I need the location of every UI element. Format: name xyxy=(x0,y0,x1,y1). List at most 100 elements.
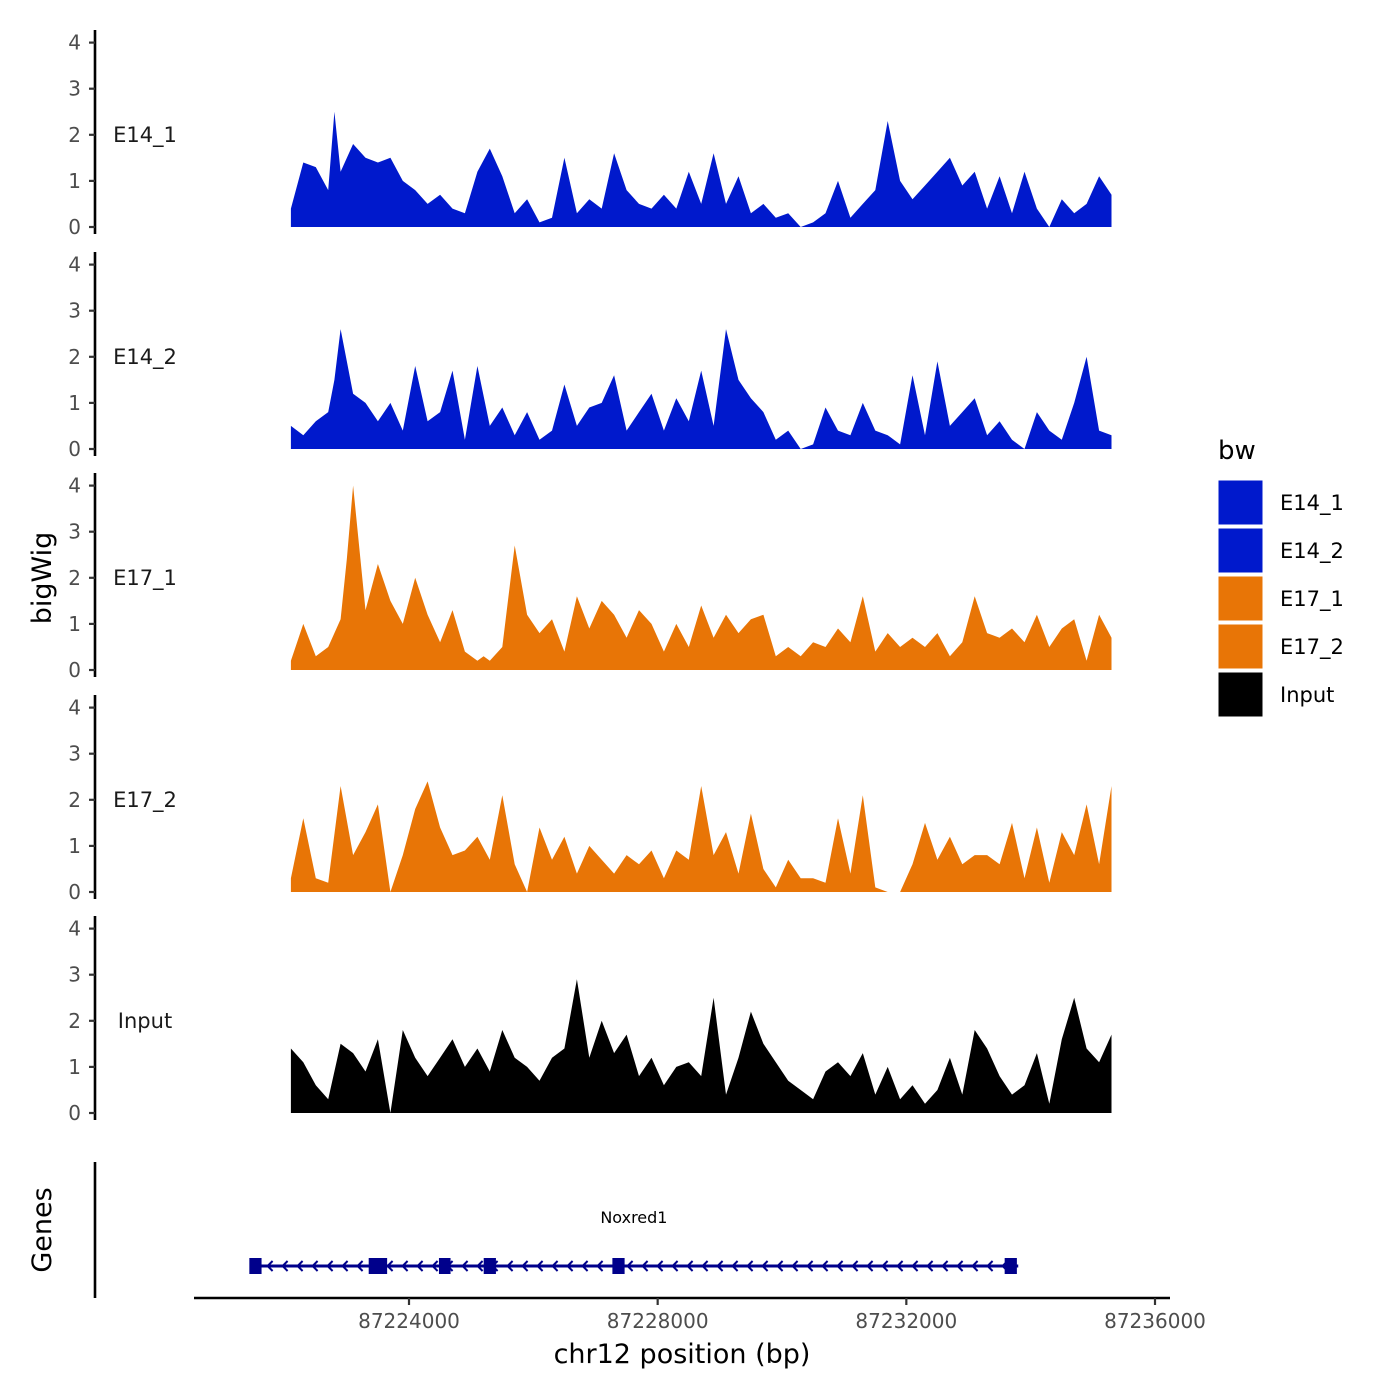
coverage-area-E14_2 xyxy=(290,329,1112,449)
y-tick-label: 1 xyxy=(68,834,81,858)
exon xyxy=(368,1258,388,1274)
strand-arrow xyxy=(596,1260,604,1272)
x-tick-label: 87232000 xyxy=(855,1309,957,1333)
x-tick-label: 87224000 xyxy=(358,1309,460,1333)
legend-label: Input xyxy=(1280,683,1334,707)
y-tick-label: 1 xyxy=(68,612,81,636)
y-tick-label: 3 xyxy=(68,742,81,766)
legend-label: E14_1 xyxy=(1280,491,1344,516)
strand-arrow xyxy=(896,1260,904,1272)
strand-arrow xyxy=(956,1260,964,1272)
strand-arrow xyxy=(416,1260,424,1272)
strand-arrow xyxy=(671,1260,679,1272)
track-E17_2: 0 1 2 3 4 E17_2 xyxy=(68,695,1112,904)
strand-arrow xyxy=(521,1260,529,1272)
exon xyxy=(249,1258,262,1274)
strand-arrow xyxy=(866,1260,874,1272)
strand-arrow xyxy=(731,1260,739,1272)
legend-label: E17_2 xyxy=(1280,635,1344,660)
gene-track-title: Genes xyxy=(27,1187,58,1272)
exon xyxy=(1004,1258,1017,1274)
legend-label: E14_2 xyxy=(1280,539,1344,564)
x-tick-label: 87228000 xyxy=(607,1309,709,1333)
strand-arrow xyxy=(776,1260,784,1272)
y-tick-label: 1 xyxy=(68,391,81,415)
strand-arrow xyxy=(746,1260,754,1272)
strand-arrow xyxy=(281,1260,289,1272)
strand-arrow xyxy=(266,1260,274,1272)
y-tick-label: 4 xyxy=(68,31,81,55)
y-tick-label: 1 xyxy=(68,169,81,193)
track-label: E14_2 xyxy=(113,345,177,370)
legend-swatch-E17_1 xyxy=(1217,575,1264,622)
strand-arrow xyxy=(566,1260,574,1272)
track-label: E17_1 xyxy=(113,566,177,591)
strand-arrow xyxy=(386,1260,394,1272)
strand-arrow xyxy=(641,1260,649,1272)
strand-arrow xyxy=(971,1260,979,1272)
strand-arrow xyxy=(701,1260,709,1272)
y-tick-label: 4 xyxy=(68,917,81,941)
x-axis-title: chr12 position (bp) xyxy=(554,1339,811,1370)
y-tick-label: 0 xyxy=(68,880,81,904)
exon xyxy=(612,1258,625,1274)
y-tick-label: 3 xyxy=(68,520,81,544)
legend-swatch-E17_2 xyxy=(1217,623,1264,670)
y-tick-label: 2 xyxy=(68,788,81,812)
x-axis: 87224000 87228000 87232000 87236000 xyxy=(194,1296,1206,1333)
y-tick-label: 2 xyxy=(68,566,81,590)
y-tick-label: 2 xyxy=(68,1009,81,1033)
track-E14_1: 0 1 2 3 4 E14_1 xyxy=(68,30,1112,239)
legend-swatch-E14_2 xyxy=(1217,527,1264,574)
track-label: E17_2 xyxy=(113,788,177,813)
y-tick-label: 0 xyxy=(68,215,81,239)
strand-arrow xyxy=(836,1260,844,1272)
y-tick-label: 3 xyxy=(68,299,81,323)
strand-arrow xyxy=(716,1260,724,1272)
track-label: Input xyxy=(118,1009,172,1033)
strand-arrow xyxy=(806,1260,814,1272)
legend-swatch-E14_1 xyxy=(1217,479,1264,526)
strand-arrow xyxy=(626,1260,634,1272)
strand-arrow xyxy=(311,1260,319,1272)
strand-arrow xyxy=(791,1260,799,1272)
strand-arrow xyxy=(356,1260,364,1272)
y-tick-label: 3 xyxy=(68,77,81,101)
track-E17_1: 0 1 2 3 4 E17_1 xyxy=(68,473,1112,682)
coverage-area-Input xyxy=(290,979,1112,1113)
strand-arrow xyxy=(506,1260,514,1272)
exon xyxy=(438,1258,451,1274)
strand-arrow xyxy=(686,1260,694,1272)
strand-arrow xyxy=(536,1260,544,1272)
y-tick-label: 4 xyxy=(68,253,81,277)
y-tick-label: 0 xyxy=(68,437,81,461)
strand-arrow xyxy=(881,1260,889,1272)
strand-arrow xyxy=(326,1260,334,1272)
strand-arrow xyxy=(551,1260,559,1272)
legend-swatch-Input xyxy=(1217,671,1264,718)
gene-name-label: Noxred1 xyxy=(600,1208,667,1227)
y-tick-label: 3 xyxy=(68,963,81,987)
track-E14_2: 0 1 2 3 4 E14_2 xyxy=(68,252,1112,461)
y-axis-title: bigWig xyxy=(27,532,58,625)
y-tick-label: 2 xyxy=(68,123,81,147)
legend: bw E14_1 E14_2 E17_1 E17_2 Input xyxy=(1217,436,1344,718)
strand-arrow xyxy=(296,1260,304,1272)
y-tick-label: 2 xyxy=(68,345,81,369)
track-Input: 0 1 2 3 4 Input xyxy=(68,916,1112,1125)
coverage-area-E17_1 xyxy=(290,485,1112,670)
strand-arrow xyxy=(341,1260,349,1272)
coverage-tracks: 0 1 2 3 4 E14_1 0 1 2 3 4 E14_2 0 1 2 3 4 E17_1 0 1 2 3 4 E17_2… xyxy=(68,30,1112,1125)
strand-arrow xyxy=(656,1260,664,1272)
coverage-area-E17_2 xyxy=(290,781,1112,892)
strand-arrow xyxy=(911,1260,919,1272)
gene-track: Noxred1 xyxy=(93,1162,1019,1298)
strand-arrow xyxy=(926,1260,934,1272)
track-label: E14_1 xyxy=(113,123,177,148)
strand-arrow xyxy=(941,1260,949,1272)
strand-arrow xyxy=(581,1260,589,1272)
strand-arrow xyxy=(431,1260,439,1272)
legend-label: E17_1 xyxy=(1280,587,1344,612)
